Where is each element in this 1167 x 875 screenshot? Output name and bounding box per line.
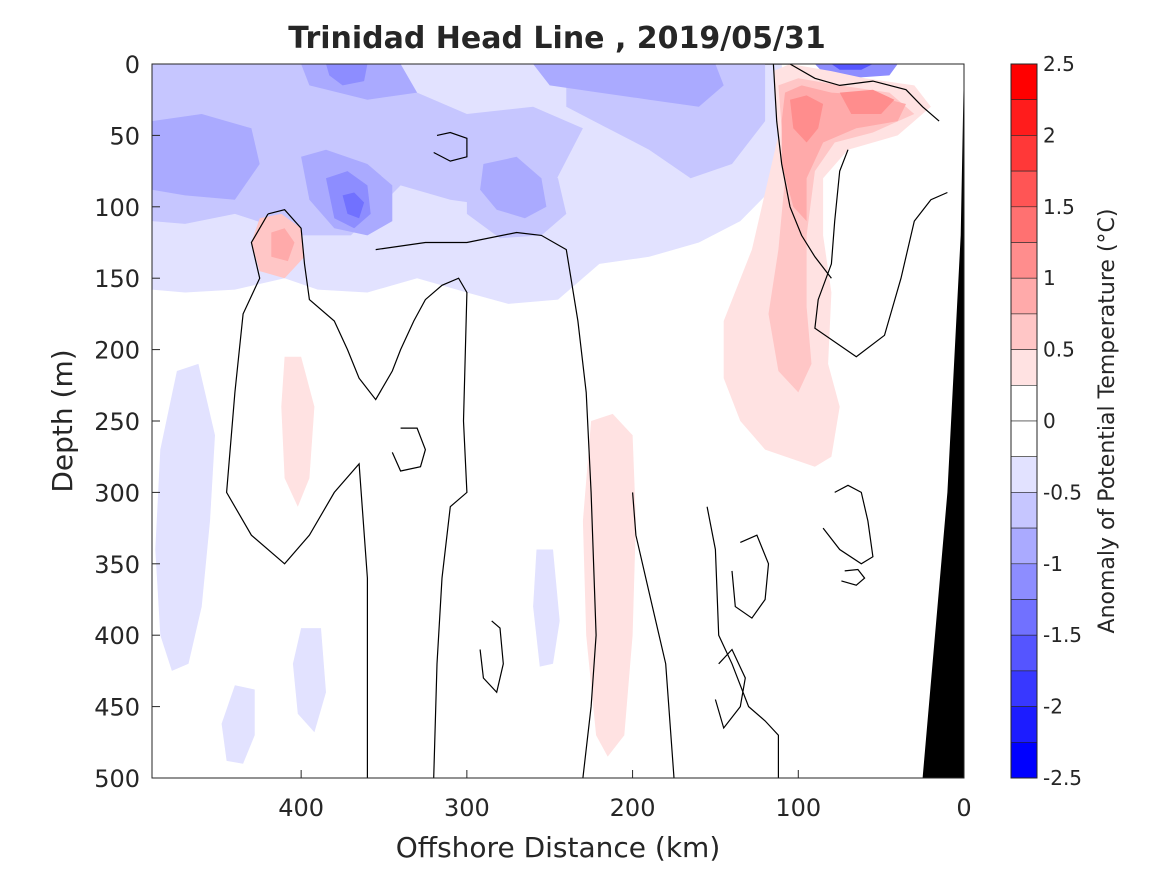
chart-title: Trinidad Head Line , 2019/05/31 xyxy=(288,21,825,56)
colorbar-swatch-11 xyxy=(1010,456,1038,493)
region-cool-deep-440 xyxy=(221,685,255,764)
colorbar-swatch-2 xyxy=(1010,135,1038,172)
contour-ring-345 xyxy=(391,427,427,472)
colorbar-tick-label-0.5: 0.5 xyxy=(1043,338,1075,362)
contour-west-loop-top xyxy=(267,209,468,778)
contour-ring-70 xyxy=(841,568,866,586)
colorbar-tick-label--2.5: -2.5 xyxy=(1043,766,1082,790)
x-tick-label-100: 100 xyxy=(775,794,821,822)
contour-ring-130 xyxy=(731,534,770,619)
colorbar-tick-label--0.5: -0.5 xyxy=(1043,480,1082,504)
colorbar-tick-label--1: -1 xyxy=(1043,552,1063,576)
x-tick-label-300: 300 xyxy=(444,794,490,822)
region-warm-pocket-409-core xyxy=(271,228,295,262)
colorbar-swatch-19 xyxy=(1010,741,1038,779)
colorbar-label: Anomaly of Potential Temperature (°C) xyxy=(1095,209,1120,634)
colorbar-swatch-0 xyxy=(1010,63,1038,101)
colorbar-swatch-17 xyxy=(1010,670,1038,707)
colorbar-tick-label-0: 0 xyxy=(1043,409,1056,433)
colorbar-swatch-5 xyxy=(1010,242,1038,279)
colorbar-tick-label--1.5: -1.5 xyxy=(1043,623,1082,647)
colorbar-swatch-14 xyxy=(1010,563,1038,600)
region-cool-core-surface-399 xyxy=(326,64,368,86)
colorbar-tick-label-1: 1 xyxy=(1043,266,1056,290)
contour-mid-east xyxy=(706,506,780,778)
contour-plume-upper xyxy=(765,64,940,122)
colorbar: 2.5 2 1.5 1 0.5 0 -0.5 -1 -1.5 -2 -2.5 xyxy=(1010,52,1082,790)
colorbar-frame xyxy=(1010,63,1038,779)
contour-ring-135 xyxy=(714,648,746,730)
region-warm-nearshore-plume xyxy=(723,64,931,467)
region-cool-deep-west xyxy=(155,363,215,671)
contour-ring-320 xyxy=(433,131,468,162)
colorbar-swatch-13 xyxy=(1010,527,1038,565)
colorbar-swatch-16 xyxy=(1010,634,1038,672)
colorbar-tick-label-2: 2 xyxy=(1043,123,1056,147)
x-axis: 400 300 200 100 0 xyxy=(278,770,972,822)
colorbar-tick-label-2.5: 2.5 xyxy=(1043,52,1075,76)
region-cool-core-east xyxy=(533,64,724,107)
region-cool-deep-400 xyxy=(292,628,326,733)
y-tick-label-50: 50 xyxy=(109,122,140,150)
contour-west-loop xyxy=(225,213,368,778)
y-tick-label-300: 300 xyxy=(94,479,140,507)
coastal-bottom xyxy=(922,64,964,778)
region-warm-nearshore-core-2 xyxy=(790,95,824,143)
colorbar-swatch-10 xyxy=(1010,420,1038,458)
contour-east-loop xyxy=(375,231,597,778)
colorbar-swatch-1 xyxy=(1010,99,1038,136)
y-tick-label-100: 100 xyxy=(94,194,140,222)
heatmap-regions xyxy=(152,64,931,764)
y-tick-label-250: 250 xyxy=(94,408,140,436)
region-cool-core-280 xyxy=(480,156,547,219)
region-warm-deep-400 xyxy=(281,356,315,507)
region-cool-core-west xyxy=(152,114,260,200)
region-cool-deep-250 xyxy=(533,549,560,667)
region-cool-core-370-center xyxy=(342,192,365,219)
y-tick-label-0: 0 xyxy=(125,51,140,79)
y-tick-label-150: 150 xyxy=(94,265,140,293)
colorbar-swatch-6 xyxy=(1010,277,1038,315)
y-tick-label-200: 200 xyxy=(94,337,140,365)
colorbar-swatch-3 xyxy=(1010,170,1038,208)
contour-nearshore-loop xyxy=(814,149,948,358)
colorbar-swatch-8 xyxy=(1010,349,1038,386)
x-tick-label-400: 400 xyxy=(278,794,324,822)
colorbar-swatch-15 xyxy=(1010,599,1038,636)
colorbar-swatch-18 xyxy=(1010,706,1038,743)
y-axis: 0 50 100 150 200 250 300 350 400 450 500 xyxy=(94,51,160,793)
contour-ring-285 xyxy=(479,620,504,694)
x-tick-label-0: 0 xyxy=(956,794,971,822)
region-warm-nearshore-core-3 xyxy=(839,89,895,114)
y-tick-label-400: 400 xyxy=(94,622,140,650)
y-tick-label-450: 450 xyxy=(94,694,140,722)
colorbar-tick-label-1.5: 1.5 xyxy=(1043,195,1075,219)
x-tick-label-200: 200 xyxy=(610,794,656,822)
colorbar-swatch-9 xyxy=(1010,384,1038,422)
contour-mid-cut xyxy=(632,492,675,778)
y-tick-label-500: 500 xyxy=(94,765,140,793)
colorbar-swatch-7 xyxy=(1010,313,1038,350)
colorbar-swatch-4 xyxy=(1010,206,1038,243)
zero-contours xyxy=(225,64,948,778)
colorbar-swatch-12 xyxy=(1010,492,1038,529)
plot-area xyxy=(151,63,965,779)
land-mask xyxy=(922,64,964,778)
y-tick-label-350: 350 xyxy=(94,551,140,579)
y-axis-label: Depth (m) xyxy=(46,349,79,492)
colorbar-tick-label--2: -2 xyxy=(1043,695,1063,719)
contour-ring-60 xyxy=(822,484,874,565)
x-axis-label: Offshore Distance (km) xyxy=(396,831,721,864)
region-warm-deep-210 xyxy=(582,413,636,757)
contour-plume xyxy=(772,64,832,279)
region-cool-core-surface-east-2 xyxy=(831,64,873,70)
